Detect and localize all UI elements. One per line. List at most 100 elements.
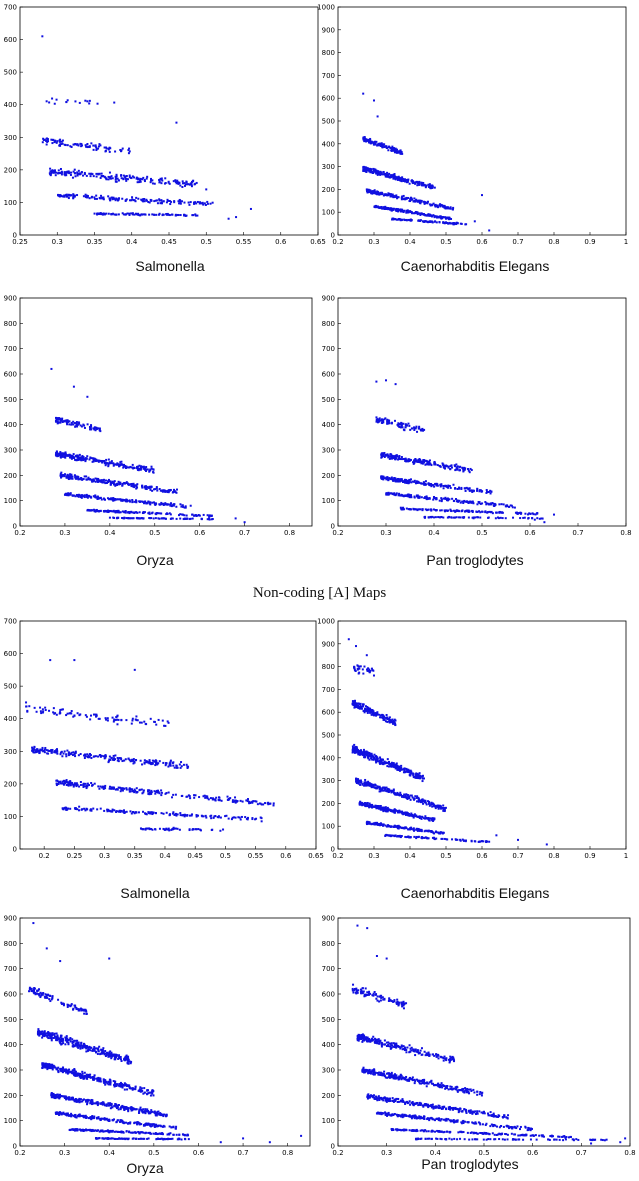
scatter-point [69, 782, 72, 785]
scatter-point [59, 753, 62, 756]
scatter-point [195, 181, 198, 184]
scatter-point [162, 827, 165, 830]
scatter-point [91, 479, 94, 482]
scatter-point [139, 214, 142, 217]
x-tick-label: 0.8 [284, 529, 295, 537]
scatter-point [388, 145, 391, 148]
scatter-point [158, 827, 161, 830]
scatter-point [458, 486, 461, 489]
scatter-point [359, 783, 362, 786]
scatter-point [36, 749, 39, 752]
scatter-point [369, 137, 372, 140]
scatter-point [112, 497, 115, 500]
scatter-point [107, 147, 110, 150]
scatter-point [144, 485, 147, 488]
scatter-point [369, 782, 372, 785]
scatter-point [62, 420, 65, 423]
scatter-point [25, 701, 28, 704]
scatter-point [63, 780, 66, 783]
scatter-point [392, 208, 395, 211]
scatter-point [390, 761, 393, 764]
scatter-point [438, 215, 441, 218]
scatter-point [422, 181, 425, 184]
scatter-point [179, 513, 182, 516]
scatter-point [52, 138, 55, 141]
scatter-point [399, 179, 402, 182]
scatter-point [131, 196, 134, 199]
scatter-point [380, 716, 383, 719]
scatter-point [65, 753, 68, 756]
scatter-point [451, 208, 454, 211]
y-tick-label: 100 [4, 199, 17, 207]
scatter-point [70, 423, 73, 426]
x-tick-label: 0.25 [12, 238, 28, 246]
scatter-point [411, 427, 414, 430]
scatter-point [200, 518, 203, 521]
scatter-point [90, 172, 93, 175]
scatter-point [135, 466, 138, 469]
scatter-point [161, 213, 164, 216]
scatter-point [206, 202, 209, 205]
scatter-point [155, 213, 158, 216]
scatter-point [114, 463, 117, 466]
scatter-point [136, 719, 139, 722]
scatter-point [410, 772, 413, 775]
scatter-point [109, 176, 112, 179]
scatter-point [396, 791, 399, 794]
scatter-point [410, 197, 413, 200]
scatter-point [384, 720, 387, 723]
scatter-point [64, 780, 67, 783]
scatter-point [125, 498, 128, 501]
scatter-point [423, 428, 426, 431]
scatter-point [400, 179, 403, 182]
x-tick-label: 0.7 [572, 529, 583, 537]
scatter-point [65, 714, 68, 717]
scatter-point [421, 427, 424, 430]
scatter-point [368, 167, 371, 170]
scatter-point [401, 210, 404, 213]
scatter-point [181, 182, 184, 185]
scatter-point [414, 482, 417, 485]
scatter-point [357, 702, 360, 705]
x-tick-label: 0.8 [620, 529, 631, 537]
scatter-point [169, 513, 172, 516]
scatter-point [402, 428, 405, 431]
scatter-point [397, 424, 400, 427]
scatter-point [170, 200, 173, 203]
scatter-point [154, 199, 157, 202]
scatter-point [391, 193, 394, 196]
scatter-point [89, 718, 92, 721]
scatter-point [112, 196, 115, 199]
scatter-point [394, 456, 397, 459]
y-tick-label: 300 [322, 163, 335, 171]
scatter-point [410, 219, 413, 222]
scatter-point [120, 498, 123, 501]
scatter-point [405, 181, 408, 184]
scatter-point [92, 713, 95, 716]
scatter-point [437, 807, 440, 810]
scatter-point [481, 502, 484, 505]
scatter-point [363, 665, 366, 668]
scatter-point [138, 464, 141, 467]
scatter-point [109, 482, 112, 485]
scatter-point [368, 755, 371, 758]
scatter-point [431, 214, 434, 217]
scatter-point [58, 143, 61, 146]
scatter-point [202, 203, 205, 206]
scatter-point [131, 483, 134, 486]
scatter-point [355, 750, 358, 753]
scatter-point [414, 776, 417, 779]
scatter-point [428, 214, 431, 217]
scatter-point [413, 181, 416, 184]
scatter-point [353, 743, 356, 746]
scatter-point [407, 458, 410, 461]
scatter-point [484, 501, 487, 504]
scatter-point [420, 429, 423, 432]
scatter-point [409, 458, 412, 461]
scatter-point [165, 512, 168, 515]
scatter-point [419, 202, 422, 205]
scatter-point [396, 768, 399, 771]
scatter-point [64, 451, 67, 454]
scatter-point [75, 422, 78, 425]
scatter-point [169, 759, 172, 762]
